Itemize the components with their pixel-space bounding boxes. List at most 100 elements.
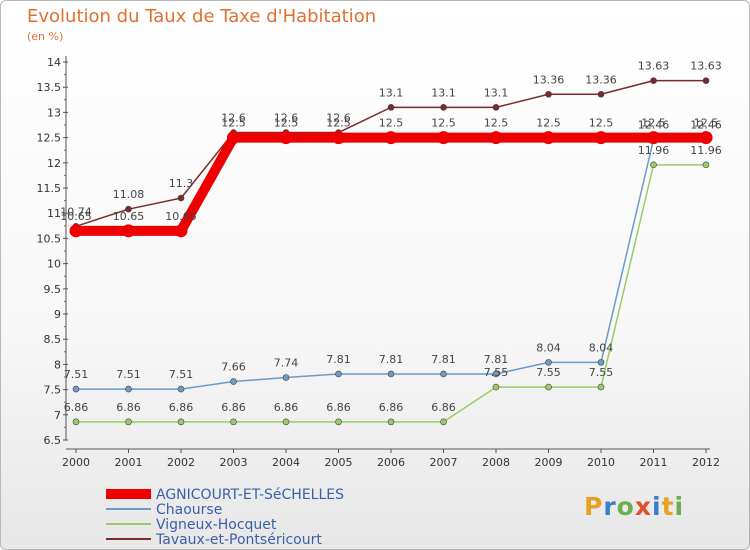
legend-label: Vigneux-Hocquet [156,517,277,533]
data-label: 12.46 [638,119,670,132]
data-label: 12.5 [536,117,561,130]
data-point-2 [702,161,710,169]
data-point-2 [177,418,185,426]
legend-label: Tavaux-et-Pontséricourt [155,532,322,548]
y-tick-label: 13 [47,106,61,119]
x-tick-label: 2001 [115,456,143,469]
data-label: 7.81 [379,353,404,366]
data-label: 12.5 [379,117,404,130]
data-label: 12.6 [274,112,299,125]
data-point-2 [597,383,605,391]
x-tick-label: 2011 [640,456,668,469]
data-label: 8.04 [536,341,561,354]
data-label: 12.5 [694,117,719,130]
data-label: 11.08 [113,188,145,201]
data-point-0 [489,131,503,145]
data-label: 13.36 [533,73,565,86]
y-tick-label: 7.5 [44,384,62,397]
data-label: 12.5 [326,117,351,130]
data-point-1 [597,359,605,366]
data-point-0 [437,131,450,145]
y-tick-label: 7 [54,409,61,422]
data-point-0 [227,131,240,145]
data-point-0 [699,131,713,145]
y-tick-label: 8 [54,358,61,371]
data-point-3 [492,104,500,111]
data-point-0 [174,224,188,238]
y-tick-label: 14 [47,56,61,69]
data-point-0 [647,131,660,145]
series-line-2 [76,164,706,423]
data-point-0 [542,131,555,145]
y-tick-label: 8.5 [44,333,62,346]
x-tick-label: 2000 [62,456,90,469]
data-point-1 [72,385,80,393]
data-point-0 [279,131,293,145]
data-label: 13.1 [431,86,456,99]
y-tick-label: 11.5 [37,182,62,195]
chart-title: Evolution du Taux de Taxe d'Habitation [27,6,377,27]
data-label: 12.5 [431,117,456,130]
data-point-2 [492,383,500,391]
data-point-3 [440,104,447,111]
y-tick-label: 9.5 [44,283,62,296]
x-tick-label: 2002 [167,456,195,469]
chart-unit-label: (en %) [27,30,64,43]
data-label: 12.5 [274,117,299,130]
data-label: 10.65 [60,210,92,223]
data-label: 12.5 [589,117,614,130]
data-point-0 [594,131,608,145]
legend-label: AGNICOURT-ET-SéCHELLES [156,487,344,503]
data-label: 7.55 [484,366,509,379]
data-label: 7.51 [169,368,194,381]
data-label: 11.96 [690,144,722,157]
x-tick-label: 2012 [692,456,720,469]
x-tick-label: 2003 [220,456,248,469]
data-point-0 [384,131,398,145]
data-label: 7.66 [221,361,246,374]
series-line-3 [75,79,706,228]
data-label: 6.86 [221,401,246,414]
data-point-1 [282,374,290,381]
data-point-1 [230,378,237,385]
x-tick-label: 2009 [535,456,563,469]
y-tick-label: 10.5 [37,232,62,245]
data-label: 6.86 [274,401,299,414]
data-label: 8.04 [589,341,614,354]
data-label: 10.65 [165,210,197,223]
x-tick-label: 2006 [377,456,405,469]
data-label: 11.96 [638,144,670,157]
y-tick-label: 13.5 [37,81,62,94]
data-label: 11.3 [169,177,194,190]
legend-label: Chaourse [156,502,222,518]
data-label: 7.81 [484,353,509,366]
proxiti-logo: Proxiti [584,492,685,521]
data-label: 6.86 [169,401,194,414]
data-point-0 [122,224,135,238]
y-tick-label: 12 [47,157,61,170]
data-point-3 [177,194,185,202]
data-point-2 [335,418,342,426]
data-label: 12.46 [690,119,722,132]
data-point-2 [72,418,80,426]
data-label: 6.86 [116,401,141,414]
data-label: 12.5 [641,117,666,130]
data-point-3 [545,90,552,98]
data-label: 13.63 [690,60,722,73]
data-label: 7.55 [589,366,614,379]
data-label: 12.5 [221,117,246,130]
data-label: 6.86 [64,401,89,414]
data-label: 7.81 [431,353,456,366]
data-label: 7.74 [274,357,299,370]
y-tick-label: 12.5 [37,132,62,145]
data-point-1 [177,385,185,393]
data-point-1 [492,370,500,378]
y-tick-label: 10 [47,258,61,271]
data-point-2 [545,383,552,391]
data-point-3 [125,205,132,213]
data-label: 6.86 [431,401,456,414]
data-label: 7.55 [536,366,561,379]
x-tick-label: 2008 [482,456,510,469]
data-point-0 [332,131,345,145]
